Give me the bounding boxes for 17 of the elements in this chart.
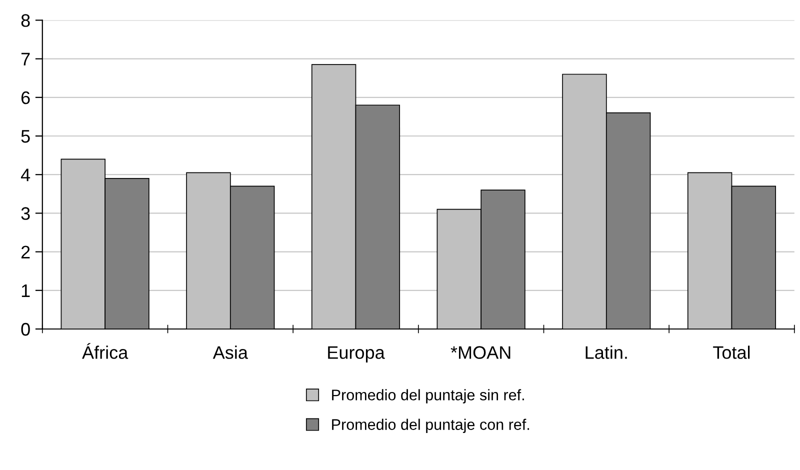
y-tick-label: 6	[21, 91, 30, 104]
x-tick-label: Latin.	[586, 346, 627, 359]
x-tick-label: Asia	[212, 346, 248, 359]
x-tick-label: *MOAN	[450, 346, 510, 359]
x-tick-label: Total	[713, 346, 750, 359]
y-tick-label: 2	[21, 246, 30, 258]
y-tick-label: 7	[21, 52, 30, 66]
x-tick-label: África	[82, 343, 128, 359]
y-tick-label: 3	[21, 207, 30, 220]
x-tick-label: Europa	[328, 346, 385, 362]
legend-label: Promedio del puntaje sin ref.	[332, 389, 524, 404]
y-tick-label: 0	[21, 322, 30, 336]
legend-label: Promedio del puntaje con ref.	[332, 418, 530, 433]
y-tick-label: 8	[21, 14, 30, 27]
y-tick-label: 1	[22, 284, 30, 297]
y-tick-label: 4	[20, 168, 30, 182]
y-tick-label: 5	[21, 130, 30, 143]
